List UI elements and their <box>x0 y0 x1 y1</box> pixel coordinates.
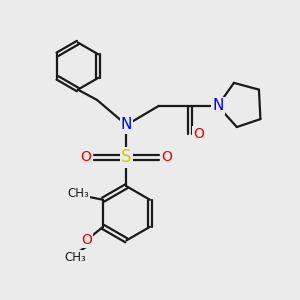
Text: CH₃: CH₃ <box>64 251 86 264</box>
Text: N: N <box>121 118 132 133</box>
Text: O: O <box>80 150 91 164</box>
Text: O: O <box>81 233 92 247</box>
Text: N: N <box>212 98 224 113</box>
Text: CH₃: CH₃ <box>67 188 89 200</box>
Text: O: O <box>193 127 204 141</box>
Text: S: S <box>121 148 132 166</box>
Text: O: O <box>162 150 172 164</box>
